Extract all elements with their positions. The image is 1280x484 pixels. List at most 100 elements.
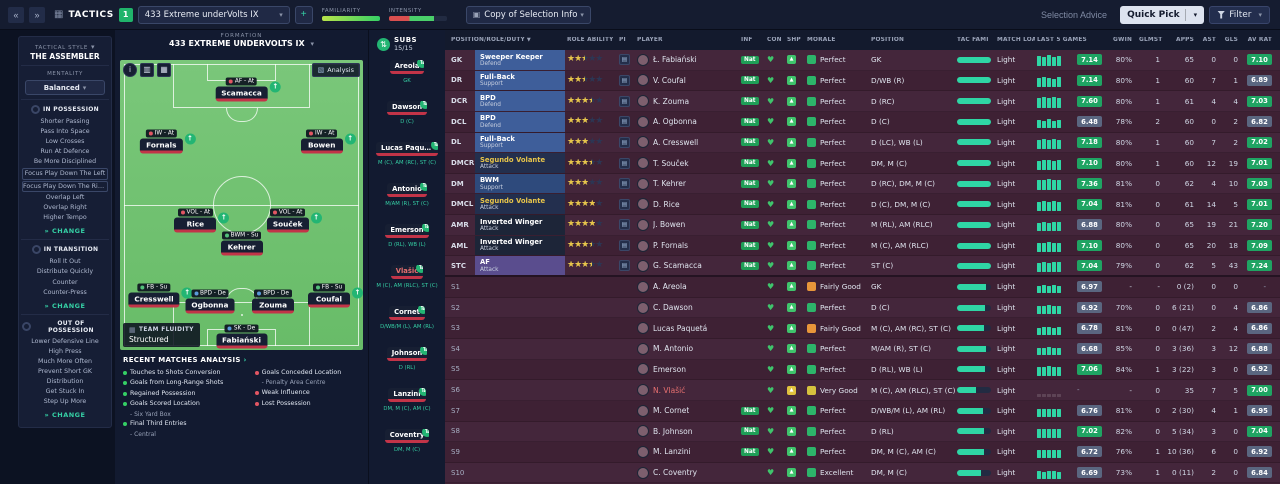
player-instructions-icon[interactable]: ▤ <box>619 157 630 169</box>
player-cell[interactable]: C. Coventry <box>635 463 739 483</box>
info-icon[interactable]: i <box>123 63 137 77</box>
player-cell[interactable]: Emerson <box>635 360 739 380</box>
sub-player-johnson[interactable]: Johnson⇅ D (RL) <box>374 347 440 371</box>
player-instructions-icon[interactable]: ▤ <box>619 74 630 86</box>
role-duty-cell[interactable]: Segundo Volante Attack <box>475 194 565 215</box>
player-instructions-icon[interactable]: ▤ <box>619 178 630 190</box>
player-cell[interactable]: A. Ogbonna <box>635 112 739 132</box>
role-duty-cell[interactable] <box>475 277 565 297</box>
player-instructions-icon[interactable]: ▤ <box>619 198 630 210</box>
player-cell[interactable]: Ł. Fabiański <box>635 50 739 70</box>
formation-grid-icon[interactable]: ▦ <box>157 63 171 77</box>
column-header-gls[interactable]: GLS <box>1224 37 1238 43</box>
column-header-role-ability[interactable]: ROLE ABILITY <box>567 37 614 43</box>
column-header-match-load[interactable]: MATCH LOAD <box>997 37 1035 43</box>
role-duty-cell[interactable]: Sweeper Keeper Defend <box>475 50 565 70</box>
player-instructions-icon[interactable]: ▤ <box>619 116 630 128</box>
pitch-player-ogbonna[interactable]: BPD - De Ogbonna <box>185 288 235 314</box>
recent-matches-analysis-header[interactable]: RECENT MATCHES ANALYSIS › <box>123 356 362 364</box>
role-duty-cell[interactable] <box>475 422 565 442</box>
player-cell[interactable]: M. Cornet <box>635 401 739 421</box>
sub-player-dawson[interactable]: Dawson⇅ D (C) <box>374 101 440 125</box>
role-duty-cell[interactable]: BPD Defend <box>475 91 565 111</box>
analysis-toggle[interactable]: ▧ Analysis <box>311 63 360 77</box>
sub-player-lucas-paquetá[interactable]: Lucas Paquetá⇅ M (C), AM (RC), ST (C) <box>374 142 440 166</box>
squad-row-s5[interactable]: S5 Emerson ♥ ▲ Perfect D (RL), WB (L) Light 7.0… <box>445 359 1280 381</box>
role-duty-cell[interactable]: Inverted Winger Attack <box>475 235 565 256</box>
back-button[interactable]: « <box>8 6 24 23</box>
column-header-apps[interactable]: APPS <box>1176 37 1194 43</box>
column-header-last-5-games[interactable]: LAST 5 GAMES <box>1037 37 1087 43</box>
change-button[interactable]: » CHANGE <box>44 227 86 236</box>
player-cell[interactable]: G. Scamacca <box>635 256 739 275</box>
column-header-con[interactable]: CON <box>767 37 782 43</box>
squad-row-s2[interactable]: S2 C. Dawson ♥ ▲ Perfect D (C) Light 6.92 70% 0 6 … <box>445 297 1280 319</box>
squad-row-s1[interactable]: S1 A. Areola ♥ ▲ Fairly Good GK Light 6.97 - - 0 (… <box>445 277 1280 298</box>
pitch-player-rice[interactable]: VOL - At Rice ↑ <box>174 207 230 232</box>
column-header-position[interactable]: POSITION <box>871 37 904 43</box>
player-cell[interactable]: A. Areola <box>635 277 739 297</box>
role-duty-cell[interactable] <box>475 298 565 318</box>
column-header-gwin[interactable]: GWIN <box>1113 37 1132 43</box>
sub-player-areola[interactable]: Areola⇅ GK <box>374 60 440 84</box>
pitch-player-cresswell[interactable]: FB - Su Cresswell ↑ <box>128 282 193 308</box>
copy-selection-dropdown[interactable]: ▣ Copy of Selection Info ▾ <box>465 5 591 24</box>
role-duty-cell[interactable]: Full-Back Support <box>475 70 565 91</box>
chart-icon[interactable]: ▥ <box>140 63 154 77</box>
player-cell[interactable]: N. Vlašić <box>635 380 739 400</box>
forward-button[interactable]: » <box>29 6 45 23</box>
player-cell[interactable]: M. Antonio <box>635 339 739 359</box>
player-cell[interactable]: C. Dawson <box>635 298 739 318</box>
role-duty-cell[interactable] <box>475 339 565 359</box>
player-cell[interactable]: V. Coufal <box>635 71 739 91</box>
selection-advice-button[interactable]: Selection Advice <box>1033 10 1115 20</box>
player-instructions-icon[interactable]: ▤ <box>619 95 630 107</box>
pitch-player-fornals[interactable]: IW - At Fornals ↑ <box>140 129 196 154</box>
role-duty-cell[interactable] <box>475 318 565 338</box>
player-instructions-icon[interactable]: ▤ <box>619 54 630 66</box>
squad-row-s4[interactable]: S4 M. Antonio ♥ ▲ Perfect M/AM (R), ST (C) Lig… <box>445 338 1280 360</box>
role-duty-cell[interactable]: BWM Support <box>475 173 565 194</box>
role-duty-cell[interactable]: AF Attack <box>475 256 565 276</box>
column-header-pi[interactable]: PI <box>619 37 626 43</box>
column-header-inf[interactable]: INF <box>741 37 753 43</box>
player-instructions-icon[interactable]: ▤ <box>619 240 630 252</box>
player-cell[interactable]: A. Cresswell <box>635 133 739 153</box>
player-instructions-icon[interactable]: ▤ <box>619 136 630 148</box>
pitch-player-fabiański[interactable]: SK - De Fabiański <box>215 323 268 348</box>
column-header-shp[interactable]: SHP <box>787 37 801 43</box>
pitch-player-kehrer[interactable]: BWM - Su Kehrer <box>220 230 263 256</box>
player-cell[interactable]: T. Souček <box>635 153 739 173</box>
pitch-player-bowen[interactable]: IW - At Bowen ↑ <box>300 129 356 154</box>
role-duty-cell[interactable] <box>475 360 565 380</box>
role-duty-cell[interactable] <box>475 442 565 462</box>
squad-row-s7[interactable]: S7 M. Cornet Nat ♥ ▲ Perfect D/WB/M (L), AM (R… <box>445 400 1280 422</box>
sub-player-antonio[interactable]: Antonio⇅ M/AM (R), ST (C) <box>374 183 440 207</box>
squad-row-s8[interactable]: S8 B. Johnson Nat ♥ ▲ Perfect D (RL) Light 7.02 8… <box>445 421 1280 443</box>
role-duty-cell[interactable] <box>475 380 565 400</box>
tactic-select[interactable]: 433 Extreme underVolts IX ▾ <box>137 5 290 24</box>
role-duty-cell[interactable]: BPD Defend <box>475 111 565 132</box>
pitch-player-scamacca[interactable]: AF - At Scamacca ↑ <box>215 77 281 102</box>
squad-row-s10[interactable]: S10 C. Coventry ♥ ▲ Excellent DM, M (C) Light 6… <box>445 462 1280 484</box>
player-cell[interactable]: M. Lanzini <box>635 442 739 462</box>
role-duty-cell[interactable]: Inverted Winger Attack <box>475 215 565 235</box>
sub-player-vlašić[interactable]: Vlašić⇅ M (C), AM (RLC), ST (C) <box>374 265 440 289</box>
player-cell[interactable]: D. Rice <box>635 194 739 214</box>
role-duty-cell[interactable]: Segundo Volante Attack <box>475 153 565 173</box>
column-header-av-rat[interactable]: AV RAT <box>1247 37 1272 43</box>
player-cell[interactable]: B. Johnson <box>635 422 739 442</box>
role-duty-cell[interactable]: Full-Back Support <box>475 132 565 153</box>
column-header-morale[interactable]: MORALE <box>807 37 836 43</box>
player-cell[interactable]: J. Bowen <box>635 215 739 235</box>
filter-button[interactable]: Filter ▾ <box>1209 5 1270 24</box>
column-header-ast[interactable]: AST <box>1202 37 1216 43</box>
